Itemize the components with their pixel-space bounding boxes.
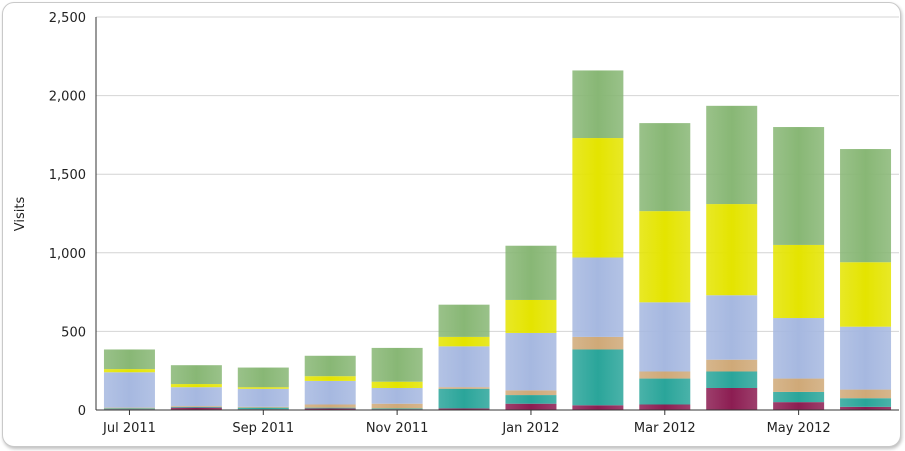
bar-segment[interactable] — [773, 244, 825, 319]
bar-segment[interactable] — [371, 403, 423, 409]
bar-segment[interactable] — [773, 127, 825, 245]
bar-segment[interactable] — [639, 211, 691, 303]
bar-segment[interactable] — [438, 346, 490, 388]
bar-segment[interactable] — [170, 406, 222, 408]
bar-segment[interactable] — [237, 387, 289, 389]
bar-segment[interactable] — [237, 388, 289, 407]
bar-segment[interactable] — [103, 372, 155, 408]
y-tick-label: 500 — [61, 325, 86, 340]
axes — [95, 17, 899, 411]
bar-segment[interactable] — [103, 349, 155, 370]
bar-segment[interactable] — [304, 404, 356, 408]
bar-segment[interactable] — [438, 336, 490, 347]
bar-segment[interactable] — [773, 391, 825, 403]
bar-segment[interactable] — [304, 380, 356, 405]
bar-segment[interactable] — [505, 299, 557, 333]
bar-segment[interactable] — [840, 389, 892, 399]
bar-segment[interactable] — [706, 371, 758, 388]
y-tick-label: 0 — [78, 404, 86, 419]
bar-segment[interactable] — [505, 332, 557, 391]
bar-segment[interactable] — [438, 304, 490, 337]
bar-segment[interactable] — [840, 149, 892, 263]
bar-segment[interactable] — [840, 398, 892, 407]
y-tick-labels: 0 500 1,000 1,500 2,000 2,500 — [49, 11, 86, 419]
bars — [103, 70, 892, 410]
x-tick-label: Nov 2011 — [366, 421, 429, 436]
bar-segment[interactable] — [505, 390, 557, 396]
y-tick-label: 2,000 — [49, 90, 86, 105]
x-tick-labels: Jul 2011 Sep 2011 Nov 2011 Jan 2012 Mar 2012… — [102, 410, 831, 436]
bar-segment[interactable] — [840, 406, 892, 410]
bar-segment[interactable] — [773, 402, 825, 410]
x-tick-label: Jan 2012 — [501, 421, 559, 436]
bar-segment[interactable] — [438, 387, 490, 389]
bar-segment[interactable] — [170, 387, 222, 407]
x-tick-label: Sep 2011 — [232, 421, 294, 436]
bar-segment[interactable] — [572, 336, 624, 350]
y-tick-label: 1,000 — [49, 247, 86, 262]
bar-segment[interactable] — [773, 378, 825, 392]
gridlines — [96, 16, 899, 332]
bar-segment[interactable] — [572, 349, 624, 406]
bar-segment[interactable] — [103, 408, 155, 410]
bar-segment[interactable] — [371, 408, 423, 410]
bar-segment[interactable] — [371, 381, 423, 388]
bar-segment[interactable] — [639, 371, 691, 379]
bar-segment[interactable] — [438, 388, 490, 409]
bar-segment[interactable] — [237, 407, 289, 410]
bar-segment[interactable] — [304, 408, 356, 410]
bar-segment[interactable] — [505, 395, 557, 404]
bar-segment[interactable] — [505, 403, 557, 410]
bar-segment[interactable] — [639, 302, 691, 372]
bar-segment[interactable] — [371, 347, 423, 382]
bar-segment[interactable] — [438, 408, 490, 410]
bar-segment[interactable] — [706, 105, 758, 205]
bar-segment[interactable] — [371, 387, 423, 404]
bar-segment[interactable] — [572, 70, 624, 139]
bar-segment[interactable] — [237, 367, 289, 388]
bar-segment[interactable] — [840, 326, 892, 390]
bar-segment[interactable] — [170, 407, 222, 410]
x-tick-label: Jul 2011 — [102, 421, 156, 436]
bar-segment[interactable] — [170, 365, 222, 385]
x-tick-label: Mar 2012 — [634, 421, 696, 436]
bar-segment[interactable] — [170, 384, 222, 388]
bar-segment[interactable] — [103, 369, 155, 373]
bar-segment[interactable] — [639, 404, 691, 410]
bar-segment[interactable] — [706, 295, 758, 360]
bar-segment[interactable] — [706, 204, 758, 296]
bar-segment[interactable] — [572, 138, 624, 258]
bar-segment[interactable] — [639, 378, 691, 405]
bar-segment[interactable] — [840, 262, 892, 327]
bar-segment[interactable] — [304, 407, 356, 409]
bar-segment[interactable] — [706, 387, 758, 410]
bar-segment[interactable] — [103, 407, 155, 409]
x-tick-label: May 2012 — [767, 421, 831, 436]
bar-segment[interactable] — [304, 376, 356, 381]
bar-segment[interactable] — [237, 406, 289, 408]
y-tick-label: 2,500 — [49, 11, 86, 26]
y-tick-label: 1,500 — [49, 168, 86, 183]
y-axis-label: Visits — [13, 197, 28, 232]
bar-segment[interactable] — [505, 245, 557, 300]
bar-segment[interactable] — [572, 257, 624, 337]
bar-segment[interactable] — [706, 359, 758, 372]
bar-segment[interactable] — [572, 405, 624, 410]
bar-segment[interactable] — [170, 406, 222, 407]
bar-segment[interactable] — [304, 355, 356, 377]
bar-segment[interactable] — [639, 123, 691, 212]
bar-segment[interactable] — [773, 318, 825, 379]
